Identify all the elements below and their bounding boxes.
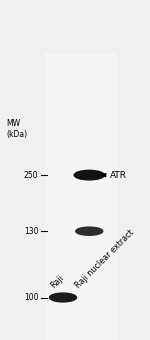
Text: 100: 100 <box>24 293 38 302</box>
Text: ATR: ATR <box>110 171 127 180</box>
Text: Raji nuclear extract: Raji nuclear extract <box>74 228 136 290</box>
Ellipse shape <box>74 170 104 180</box>
Ellipse shape <box>76 227 103 235</box>
Text: 130: 130 <box>24 227 38 236</box>
Text: Raji: Raji <box>48 273 65 290</box>
Ellipse shape <box>50 293 76 302</box>
Text: 250: 250 <box>24 171 38 180</box>
Bar <box>45 53 117 340</box>
Text: MW
(kDa): MW (kDa) <box>6 119 27 139</box>
